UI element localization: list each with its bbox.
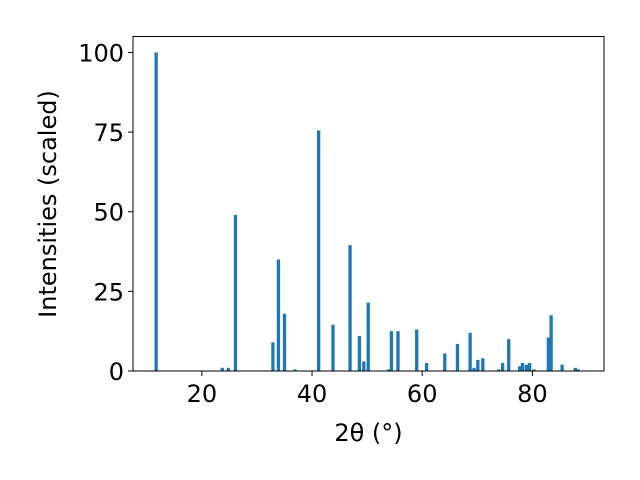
bar-27	[507, 339, 511, 371]
bar-32	[532, 369, 536, 371]
y-tick-label-1: 25	[93, 278, 124, 306]
x-tick-label-0: 20	[187, 380, 218, 408]
bar-25	[497, 369, 501, 371]
x-axis-label: 2θ (°)	[334, 419, 402, 447]
bar-8	[316, 130, 321, 371]
bar-22	[472, 367, 476, 371]
bar-21	[468, 332, 472, 371]
bar-10	[348, 245, 352, 371]
y-axis-label: Intensities (scaled)	[34, 90, 62, 318]
bar-1	[220, 367, 224, 371]
bar-30	[524, 364, 528, 371]
bar-33	[546, 337, 551, 371]
y-tick-label-0: 0	[109, 358, 124, 386]
bar-24	[481, 358, 485, 371]
bar-5	[276, 259, 281, 371]
bar-6	[282, 313, 287, 371]
x-tick-label-2: 60	[407, 380, 438, 408]
bar-13	[366, 302, 370, 371]
bar-7	[293, 369, 297, 371]
bar-4	[271, 342, 275, 371]
bar-15	[389, 331, 394, 371]
bar-18	[424, 363, 429, 371]
plot-frame	[132, 36, 605, 372]
bar-26	[500, 363, 505, 371]
bar-2	[226, 367, 230, 371]
bar-3	[233, 214, 238, 371]
bar-19	[443, 353, 447, 371]
bar-23	[476, 359, 480, 371]
bar-29	[520, 363, 525, 371]
bar-16	[396, 331, 400, 371]
y-tick-label-2: 50	[93, 199, 124, 227]
x-tick-label-3: 80	[517, 380, 548, 408]
bar-14	[386, 369, 391, 371]
bar-9	[331, 324, 335, 371]
bar-17	[415, 329, 419, 371]
y-tick-label-3: 75	[93, 119, 124, 147]
bar-0	[154, 52, 158, 372]
bars-group	[154, 52, 580, 372]
bar-37	[576, 369, 580, 371]
bar-36	[573, 367, 578, 371]
x-tick-label-1: 40	[297, 380, 328, 408]
bar-34	[549, 315, 553, 371]
x-axis-ticks: 20 40 60 80	[187, 371, 548, 408]
bar-20	[455, 343, 460, 371]
y-tick-label-4: 100	[78, 39, 124, 67]
bar-28	[518, 366, 522, 371]
bar-12	[362, 361, 366, 371]
bar-35	[560, 364, 564, 371]
bar-11	[357, 335, 362, 371]
y-axis-ticks: 0 25 50 75 100	[78, 39, 133, 386]
bar-31	[527, 363, 532, 371]
